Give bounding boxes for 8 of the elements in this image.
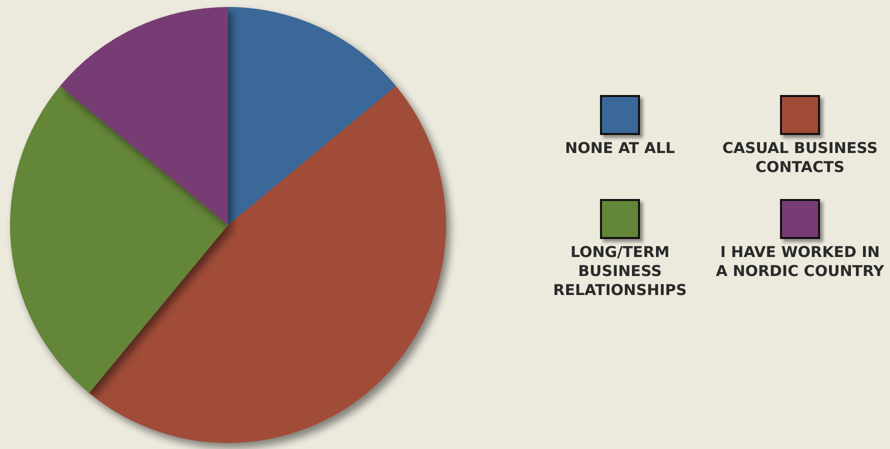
pie-slice [10, 86, 228, 393]
pie-slice [228, 7, 396, 225]
legend-label: NONE AT ALL [564, 139, 676, 158]
legend-label: I HAVE WORKED IN A NORDIC COUNTRY [715, 243, 885, 281]
legend-label: LONG/TERM BUSINESS RELATIONSHIPS [552, 243, 688, 300]
legend-label: CASUAL BUSINESS CONTACTS [721, 139, 879, 177]
pie-slice [60, 7, 228, 225]
pie-slice [89, 86, 446, 443]
